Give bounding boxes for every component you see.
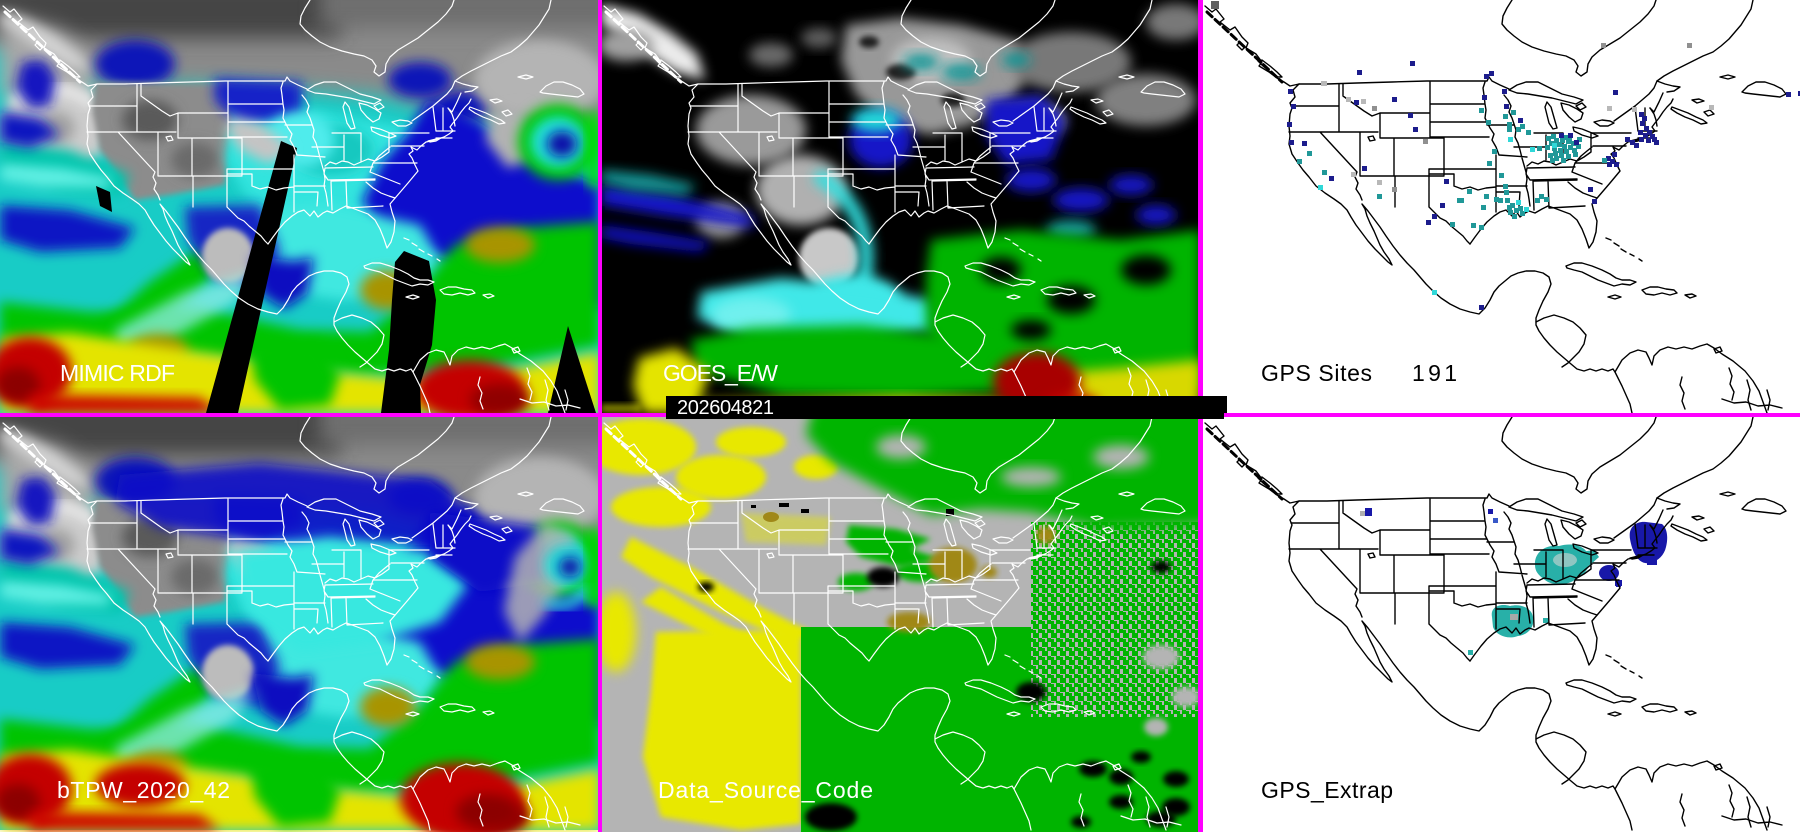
svg-text:GPS_Extrap: GPS_Extrap xyxy=(1261,777,1393,803)
svg-text:GOES_E/W: GOES_E/W xyxy=(663,360,778,386)
svg-text:202604821: 202604821 xyxy=(677,397,774,419)
svg-text:191: 191 xyxy=(1412,360,1457,386)
svg-text:MIMIC RDF: MIMIC RDF xyxy=(60,360,175,386)
svg-text:bTPW_2020_42: bTPW_2020_42 xyxy=(57,777,230,803)
svg-text:Data_Source_Code: Data_Source_Code xyxy=(658,777,873,803)
svg-text:GPS Sites: GPS Sites xyxy=(1261,360,1372,386)
